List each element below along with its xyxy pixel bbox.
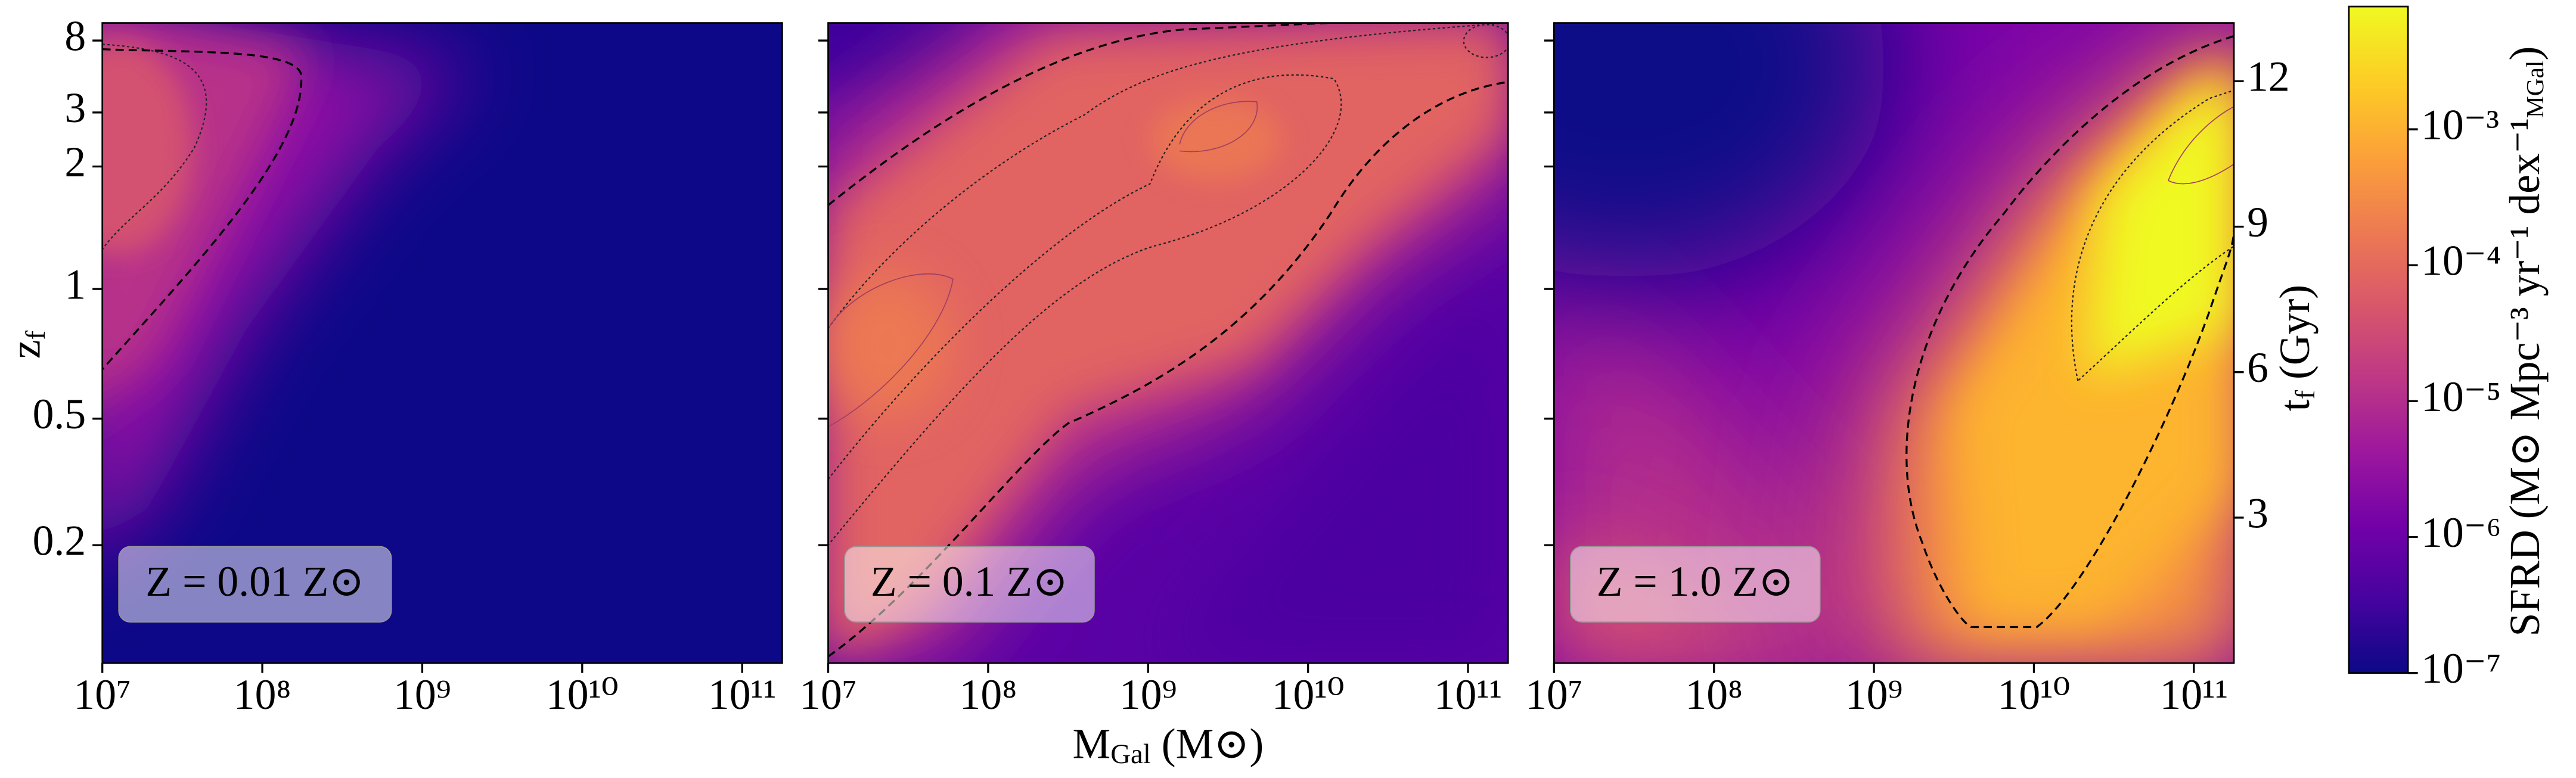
heatmap-panel-2 [828,23,1509,664]
colorbar-label-end: ) [2501,46,2549,61]
annotation: Z = 0.1 Z⊙ [871,558,1068,605]
colorbar-label-sub: MGal [2521,61,2549,118]
x-tick-label: 10¹⁰ [1998,671,2071,718]
y2-tick-label: 9 [2247,199,2268,246]
annotation-box [844,546,1095,623]
x-tick-label: 10⁸ [234,671,291,718]
x-axis-label-unit: (M⊙) [1151,721,1264,768]
y2-axis-label-unit: (Gyr) [2272,285,2319,390]
y2-axis-label-main: t [2272,399,2319,411]
colorbar-tick-label: 10⁻³ [2421,101,2499,148]
y-tick-label: 8 [64,13,86,60]
annotation: Z = 1.0 Z⊙ [1597,558,1794,605]
panel-frame [101,22,783,664]
y-tick-label: 3 [64,85,86,132]
x-tick-label: 10⁸ [960,671,1017,718]
x-tick-label: 10⁷ [73,671,131,718]
x-tick-label: 10¹⁰ [1272,671,1345,718]
y-axis-label-sub: f [20,331,51,340]
x-tick-label: 10¹⁰ [546,671,619,718]
y2-axis-label: tf (Gyr) [2272,285,2321,412]
x-tick-label: 10⁹ [393,671,451,718]
y2-tick-label: 6 [2247,344,2268,391]
colorbar-tick-label: 10⁻⁶ [2421,509,2501,556]
annotation-box [118,546,392,623]
x-tick-label: 10⁹ [1119,671,1177,718]
x-tick-label: 10⁷ [1525,671,1583,718]
y2-tick-label: 12 [2247,54,2290,101]
x-axis-label-sub: Gal [1110,739,1151,770]
x-axis-label: MGal (M⊙) [1073,721,1264,770]
annotation-box [1570,546,1821,623]
y-axis-label: zf [2,331,51,359]
x-tick-label: 10¹¹ [708,671,777,718]
x-tick-label: 10⁹ [1845,671,1903,718]
y-tick-label: 0.2 [33,518,86,565]
x-tick-label: 10¹¹ [1434,671,1503,718]
panel-frame [827,22,1509,664]
x-tick-label: 10⁸ [1685,671,1743,718]
y2-tick-label: 3 [2247,490,2268,537]
colorbar-tick-label: 10⁻⁵ [2421,374,2501,421]
x-tick-label: 10¹¹ [2160,671,2229,718]
x-tick-label: 10⁷ [799,671,857,718]
x-axis-label-main: M [1073,721,1111,768]
panel-frame [1553,22,2235,664]
y-tick-label: 0.5 [33,391,86,438]
y-tick-label: 1 [64,261,86,308]
colorbar-label: SFRD (M⊙ Mpc⁻³ yr⁻¹ dex⁻¹MGal) [2501,46,2549,637]
y-axis-label-main: z [2,340,49,359]
colorbar [2348,5,2409,674]
annotation: Z = 0.01 Z⊙ [145,558,364,605]
y-tick-label: 2 [64,139,86,186]
colorbar-label-main: SFRD (M⊙ Mpc⁻³ yr⁻¹ dex⁻¹ [2501,118,2549,637]
colorbar-tick-label: 10⁻⁴ [2421,238,2501,285]
y2-axis-label-sub: f [2290,390,2321,399]
colorbar-tick-label: 10⁻⁷ [2421,645,2501,692]
